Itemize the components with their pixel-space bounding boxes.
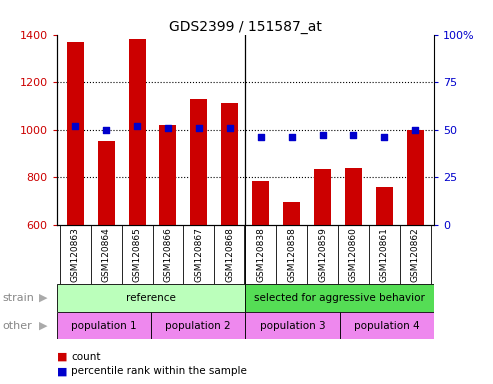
Point <box>195 125 203 131</box>
Point <box>257 134 265 140</box>
Point <box>226 125 234 131</box>
Point <box>71 123 79 129</box>
Text: population 3: population 3 <box>260 321 325 331</box>
Text: GSM120860: GSM120860 <box>349 228 358 283</box>
Text: ■: ■ <box>57 352 67 362</box>
Point <box>350 132 357 138</box>
Bar <box>252 181 269 225</box>
Text: GSM120838: GSM120838 <box>256 228 265 283</box>
Bar <box>340 312 434 339</box>
Bar <box>129 39 145 225</box>
Bar <box>314 169 331 225</box>
Text: GSM120866: GSM120866 <box>164 228 173 283</box>
Bar <box>283 202 300 225</box>
Bar <box>57 284 245 312</box>
Point <box>164 125 172 131</box>
Text: GSM120864: GSM120864 <box>102 228 110 282</box>
Bar <box>376 187 393 225</box>
Point <box>381 134 388 140</box>
Text: GSM120868: GSM120868 <box>225 228 234 283</box>
Bar <box>57 312 151 339</box>
Text: strain: strain <box>2 293 35 303</box>
Text: reference: reference <box>126 293 176 303</box>
Text: population 1: population 1 <box>71 321 137 331</box>
Text: GSM120863: GSM120863 <box>70 228 80 283</box>
Point <box>318 132 326 138</box>
Text: selected for aggressive behavior: selected for aggressive behavior <box>254 293 425 303</box>
Point <box>133 123 141 129</box>
Text: GSM120865: GSM120865 <box>133 228 141 283</box>
Title: GDS2399 / 151587_at: GDS2399 / 151587_at <box>169 20 322 33</box>
Point <box>288 134 296 140</box>
Point <box>411 127 419 133</box>
Bar <box>190 99 208 225</box>
Bar <box>245 312 340 339</box>
Text: population 2: population 2 <box>165 321 231 331</box>
Text: population 4: population 4 <box>354 321 420 331</box>
Text: ■: ■ <box>57 366 67 376</box>
Bar <box>159 125 176 225</box>
Bar <box>151 312 245 339</box>
Text: GSM120861: GSM120861 <box>380 228 389 283</box>
Bar <box>345 168 362 225</box>
Text: percentile rank within the sample: percentile rank within the sample <box>71 366 247 376</box>
Bar <box>67 42 84 225</box>
Point <box>102 127 110 133</box>
Bar <box>245 284 434 312</box>
Text: GSM120867: GSM120867 <box>194 228 204 283</box>
Text: GSM120862: GSM120862 <box>411 228 420 282</box>
Text: ▶: ▶ <box>39 321 48 331</box>
Text: other: other <box>2 321 32 331</box>
Bar <box>407 130 424 225</box>
Text: GSM120859: GSM120859 <box>318 228 327 283</box>
Text: ▶: ▶ <box>39 293 48 303</box>
Bar <box>98 141 115 225</box>
Text: GSM120858: GSM120858 <box>287 228 296 283</box>
Bar <box>221 103 238 225</box>
Text: count: count <box>71 352 101 362</box>
